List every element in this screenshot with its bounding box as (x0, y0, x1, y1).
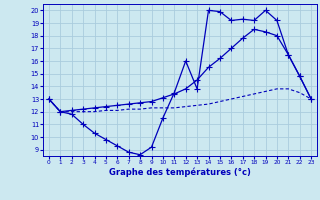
X-axis label: Graphe des températures (°c): Graphe des températures (°c) (109, 168, 251, 177)
